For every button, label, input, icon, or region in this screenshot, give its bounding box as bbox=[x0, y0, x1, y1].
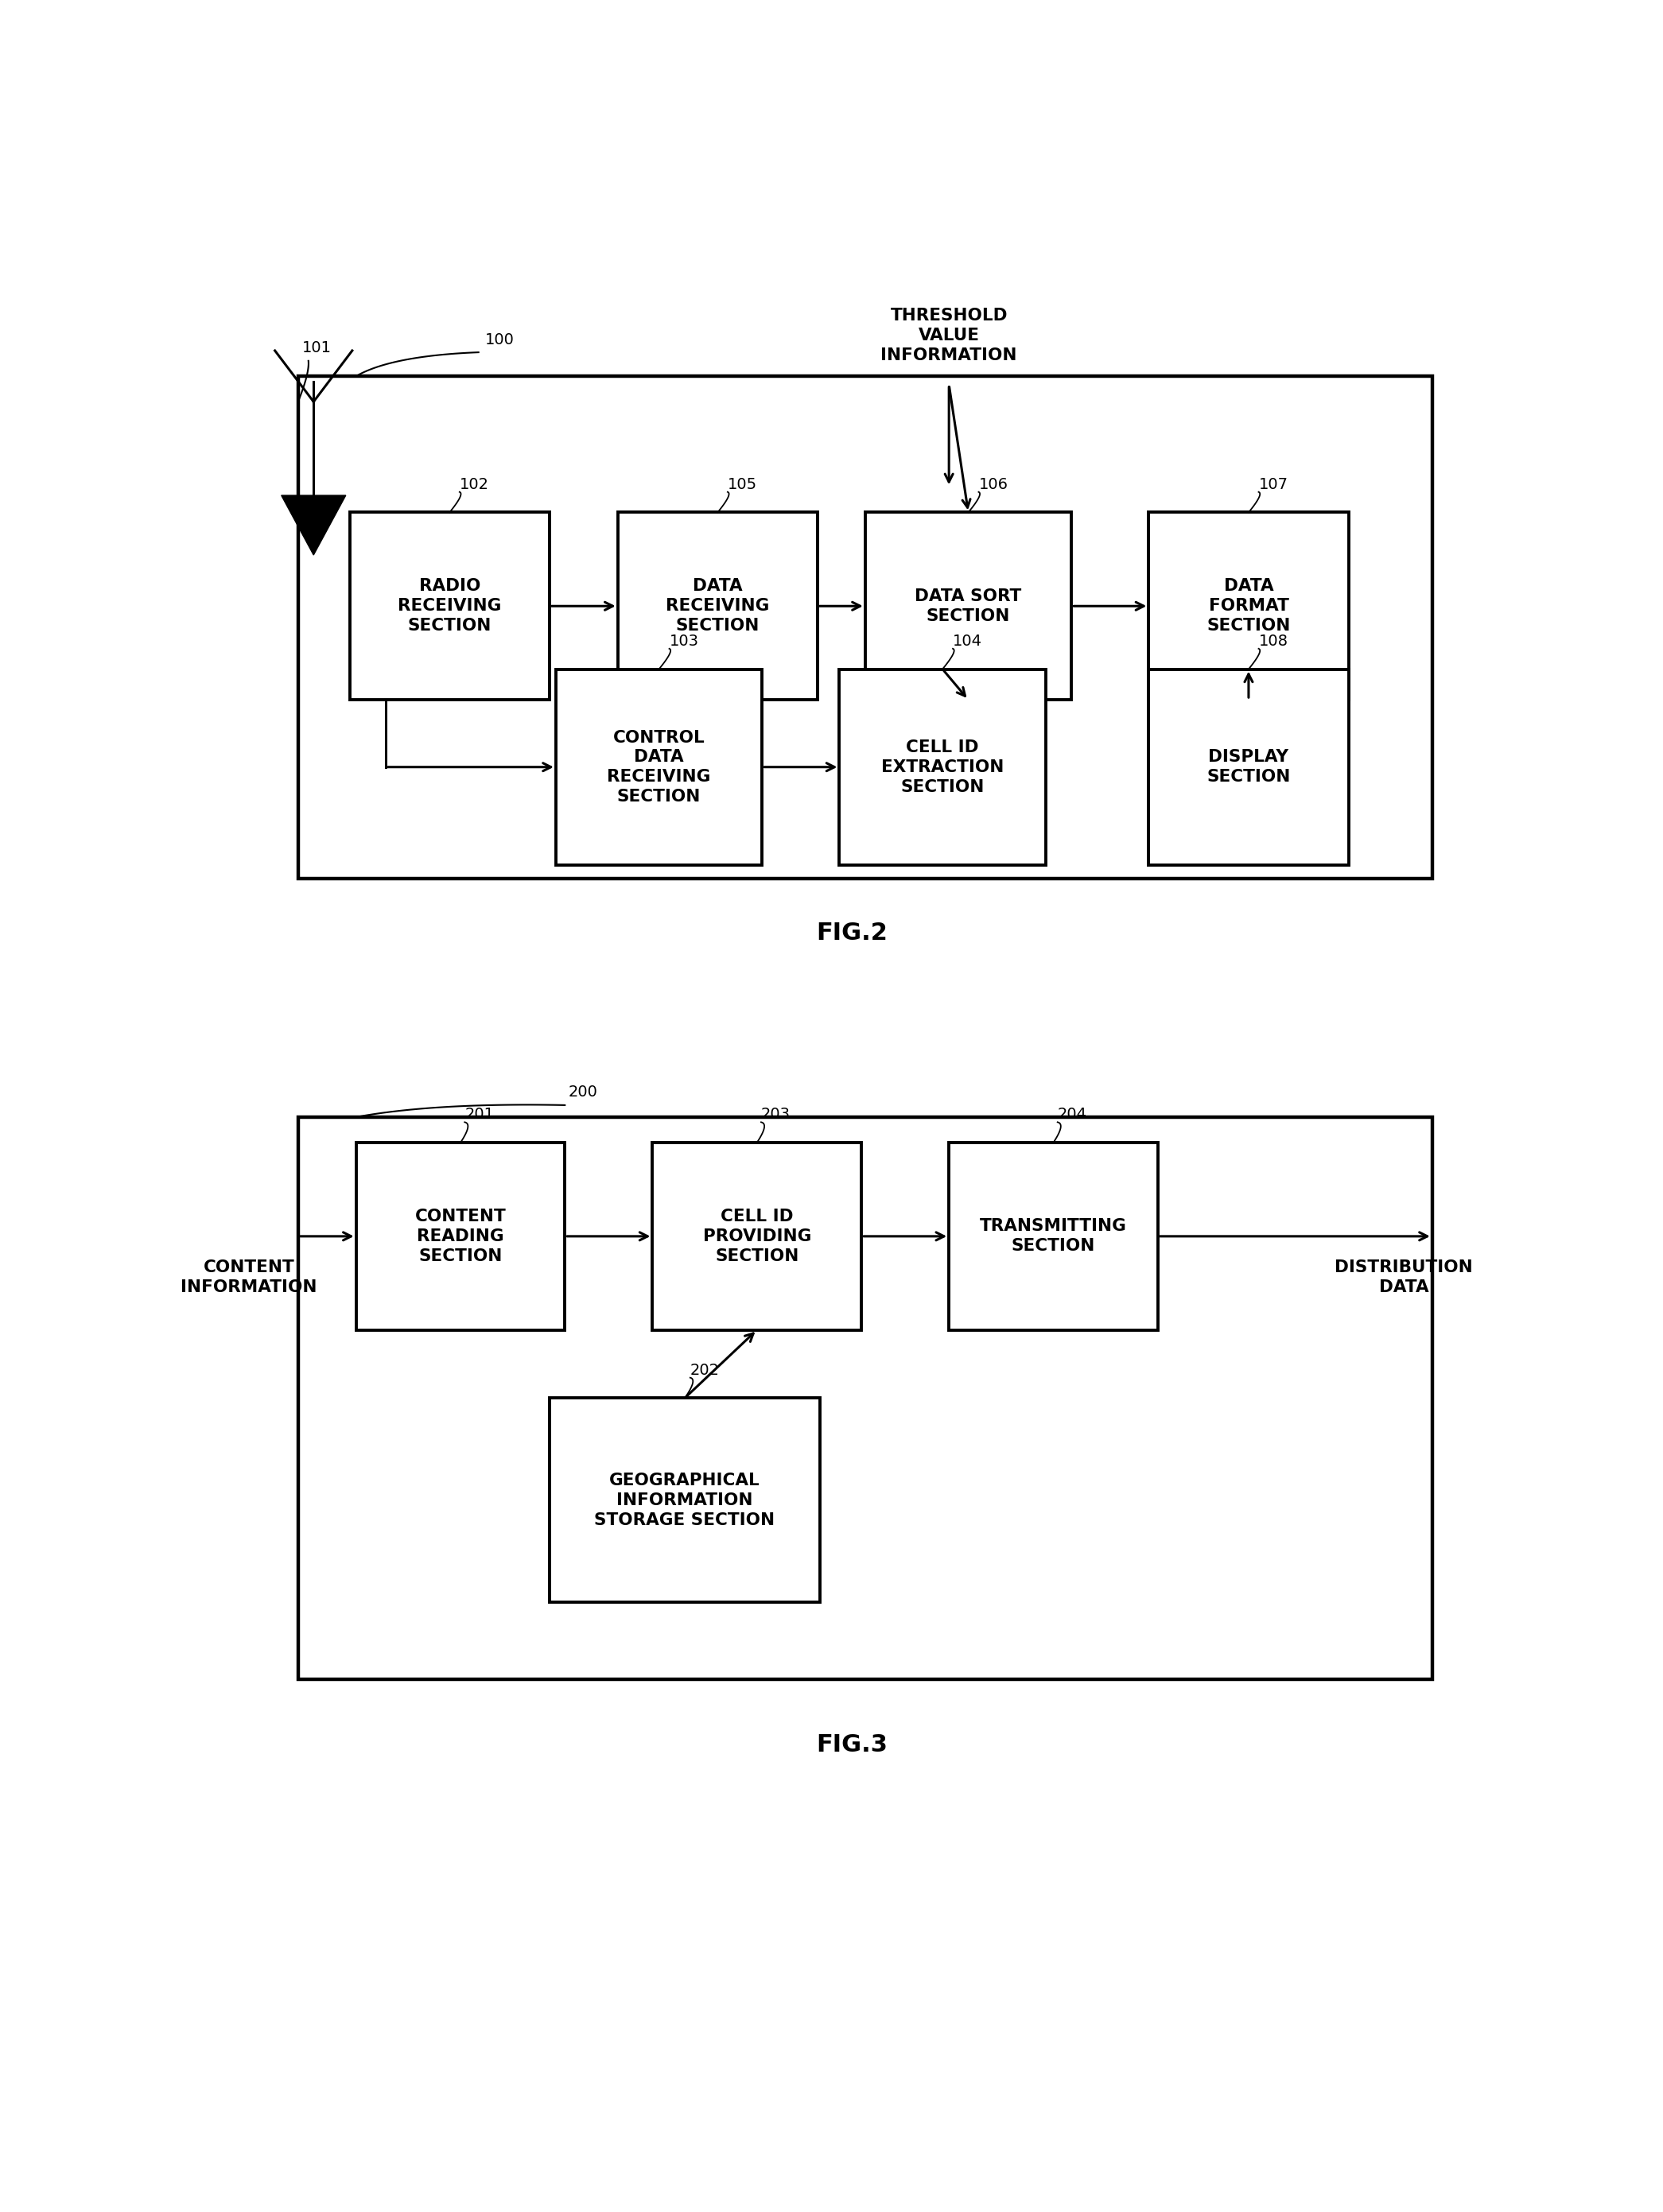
Text: 107: 107 bbox=[1259, 478, 1289, 491]
Text: DATA SORT
SECTION: DATA SORT SECTION bbox=[915, 588, 1021, 624]
Bar bbox=[549, 1398, 820, 1601]
Bar bbox=[652, 1144, 861, 1329]
Text: 200: 200 bbox=[569, 1084, 599, 1099]
Text: 201: 201 bbox=[464, 1106, 494, 1121]
Text: 204: 204 bbox=[1058, 1106, 1088, 1121]
Bar bbox=[298, 376, 1432, 878]
Text: 102: 102 bbox=[459, 478, 489, 491]
Bar bbox=[840, 668, 1046, 865]
Text: 100: 100 bbox=[486, 332, 514, 347]
Text: DATA
RECEIVING
SECTION: DATA RECEIVING SECTION bbox=[665, 577, 770, 635]
Text: 104: 104 bbox=[953, 633, 983, 648]
Bar bbox=[298, 1117, 1432, 1679]
Text: TRANSMITTING
SECTION: TRANSMITTING SECTION bbox=[980, 1219, 1128, 1254]
Text: 202: 202 bbox=[690, 1363, 720, 1378]
Text: 203: 203 bbox=[762, 1106, 790, 1121]
Bar bbox=[865, 513, 1071, 699]
Bar bbox=[555, 668, 762, 865]
Text: CONTENT
READING
SECTION: CONTENT READING SECTION bbox=[414, 1208, 506, 1263]
Text: 106: 106 bbox=[978, 478, 1008, 491]
Text: THRESHOLD
VALUE
INFORMATION: THRESHOLD VALUE INFORMATION bbox=[881, 307, 1018, 363]
Text: DISTRIBUTION
DATA: DISTRIBUTION DATA bbox=[1335, 1259, 1473, 1294]
Bar bbox=[349, 513, 549, 699]
Text: GEOGRAPHICAL
INFORMATION
STORAGE SECTION: GEOGRAPHICAL INFORMATION STORAGE SECTION bbox=[594, 1473, 775, 1528]
Text: DATA
FORMAT
SECTION: DATA FORMAT SECTION bbox=[1207, 577, 1290, 635]
Text: CONTROL
DATA
RECEIVING
SECTION: CONTROL DATA RECEIVING SECTION bbox=[607, 730, 710, 805]
Bar bbox=[356, 1144, 565, 1329]
Text: CELL ID
EXTRACTION
SECTION: CELL ID EXTRACTION SECTION bbox=[881, 739, 1004, 794]
Text: 105: 105 bbox=[728, 478, 757, 491]
Text: CELL ID
PROVIDING
SECTION: CELL ID PROVIDING SECTION bbox=[703, 1208, 812, 1263]
Text: RADIO
RECEIVING
SECTION: RADIO RECEIVING SECTION bbox=[397, 577, 501, 635]
Bar bbox=[1149, 668, 1349, 865]
Text: FIG.3: FIG.3 bbox=[817, 1734, 888, 1756]
Polygon shape bbox=[281, 495, 346, 555]
Text: 103: 103 bbox=[669, 633, 698, 648]
Text: CONTENT
INFORMATION: CONTENT INFORMATION bbox=[181, 1259, 318, 1294]
Text: DISPLAY
SECTION: DISPLAY SECTION bbox=[1207, 750, 1290, 785]
Bar bbox=[1149, 513, 1349, 699]
Text: 101: 101 bbox=[303, 341, 331, 356]
Bar bbox=[950, 1144, 1157, 1329]
Text: FIG.2: FIG.2 bbox=[817, 920, 888, 945]
Text: 108: 108 bbox=[1259, 633, 1289, 648]
Bar bbox=[617, 513, 818, 699]
